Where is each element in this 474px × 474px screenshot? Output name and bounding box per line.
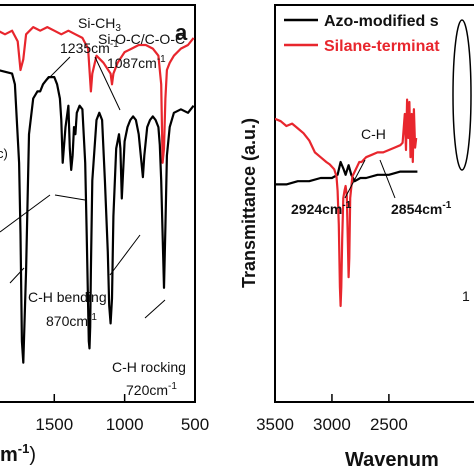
x-tick-label: 1000 [106,415,144,434]
series-line-a-black [0,69,195,364]
pointer-line-sioc [94,56,121,111]
annotation-si-ch3-wavenumber: 1235cm-1 [60,39,119,56]
pointer-line-2924 [344,159,366,199]
annotation-2854: 2854cm-1 [391,200,452,217]
panel-a: Si-CH3 1235cm-1 Si-O-C/C-O-C 1087cm-1 a … [0,4,209,466]
panel-b: Transmittance (a.u.) Azo-modified s Sila… [239,4,474,471]
annotation-ch-rocking-wavenumber: 720cm-1 [126,381,177,398]
x-tick-label: 3500 [256,415,294,434]
panel-a-xlabel-fragment: m-1) [0,441,36,466]
pointer-line-si-ch3 [44,56,71,83]
pointer-line-ch-bending [109,234,141,276]
x-tick-label: 1500 [35,415,73,434]
panel-b-ylabel: Transmittance (a.u.) [239,118,259,288]
panel-b-x-tick-labels: 3500 3000 2500 [256,415,408,434]
pointer-line-c-frag [0,194,51,233]
annotation-2924: 2924cm-1 [291,200,352,217]
panel-a-frame [0,4,196,403]
pointer-line-c-frag-2 [54,194,86,201]
legend-label-silane: Silane-terminat [324,38,440,55]
annotation-ch-bending: C-H bending [28,289,107,305]
annotation-ch-rocking: C-H rocking [112,359,186,375]
panel-a-x-ticks [53,394,196,402]
panel-b-frame [274,4,474,403]
highlight-ellipse [452,19,472,171]
annotation-ch: C-H [361,126,386,142]
annotation-frag-1: 1 [462,288,470,304]
x-tick-label: 2500 [370,415,408,434]
panel-a-label: a [175,20,188,45]
legend-label-azo: Azo-modified s [324,13,439,30]
pointer-line-ch-rocking [144,299,166,319]
annotation-c-frag: c) [0,146,8,161]
annotation-sioc-wavenumber: 1087cm-1 [107,54,166,71]
annotation-sioc: Si-O-C/C-O-C [98,31,185,47]
series-line-a-red [0,26,195,164]
x-tick-label: 500 [181,415,209,434]
panel-b-series [275,98,418,308]
x-tick-label: 3000 [313,415,351,434]
pointer-line-left [9,267,25,284]
panel-b-xlabel-fragment: Wavenum [345,449,439,471]
panel-b-x-ticks [274,394,390,402]
pointer-line-2854 [379,159,396,199]
annotation-si-ch3: Si-CH3 [78,15,121,34]
panel-a-x-tick-labels: 1500 1000 500 [35,415,209,434]
series-line-b-black [275,160,418,186]
panel-a-series [0,26,195,364]
series-line-b-red [275,98,418,308]
annotation-ch-bending-wavenumber: 870cm-1 [46,312,97,329]
